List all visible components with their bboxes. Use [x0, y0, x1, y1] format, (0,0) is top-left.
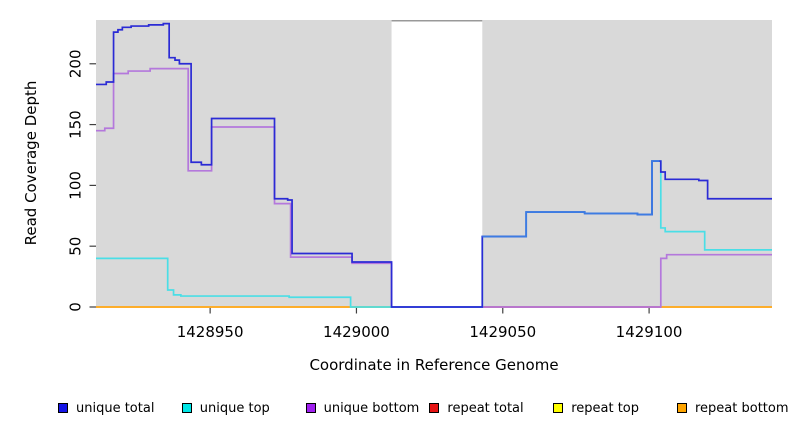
legend-swatch-unique-bottom: [305, 403, 316, 413]
x-tick-label: 1429050: [469, 323, 536, 341]
y-tick-label: 0: [67, 302, 85, 312]
legend-label: unique total: [76, 400, 155, 416]
y-tick-label: 200: [67, 49, 85, 78]
x-tick-label: 1429100: [616, 323, 683, 341]
series-line-unique-bottom: [96, 67, 772, 308]
y-tick-label: 50: [67, 237, 85, 256]
legend-label: unique top: [199, 400, 270, 416]
x-axis-title: Coordinate in Reference Genome: [309, 356, 559, 374]
legend-swatch-repeat-top: [553, 403, 564, 413]
legend-swatch-unique-top: [181, 403, 192, 413]
legend-item-unique-total: unique total: [58, 397, 154, 419]
legend-swatch-unique-total: [58, 403, 68, 413]
legend-item-repeat-top: repeat top: [553, 397, 639, 419]
no-data-gap: [391, 20, 483, 307]
y-axis-title: Read Coverage Depth: [22, 80, 40, 246]
legend-item-repeat-bottom: repeat bottom: [677, 397, 789, 419]
series-line-overlap-unique-total: [482, 160, 660, 238]
legend: unique total unique top unique bottom repea…: [0, 397, 792, 419]
legend-item-repeat-total: repeat total: [429, 397, 524, 419]
y-tick-label: 150: [67, 110, 85, 139]
legend-item-unique-bottom: unique bottom: [305, 397, 420, 419]
y-tick-label: 100: [67, 171, 85, 200]
legend-swatch-repeat-total: [429, 403, 440, 413]
legend-label: unique bottom: [323, 400, 420, 416]
legend-label: repeat top: [571, 400, 639, 416]
x-tick-label: 1428950: [177, 323, 244, 341]
legend-swatch-repeat-bottom: [677, 403, 687, 413]
legend-label: repeat bottom: [695, 400, 789, 416]
x-tick-label: 1429000: [323, 323, 390, 341]
legend-item-unique-top: unique top: [181, 397, 270, 419]
legend-label: repeat total: [447, 400, 524, 416]
